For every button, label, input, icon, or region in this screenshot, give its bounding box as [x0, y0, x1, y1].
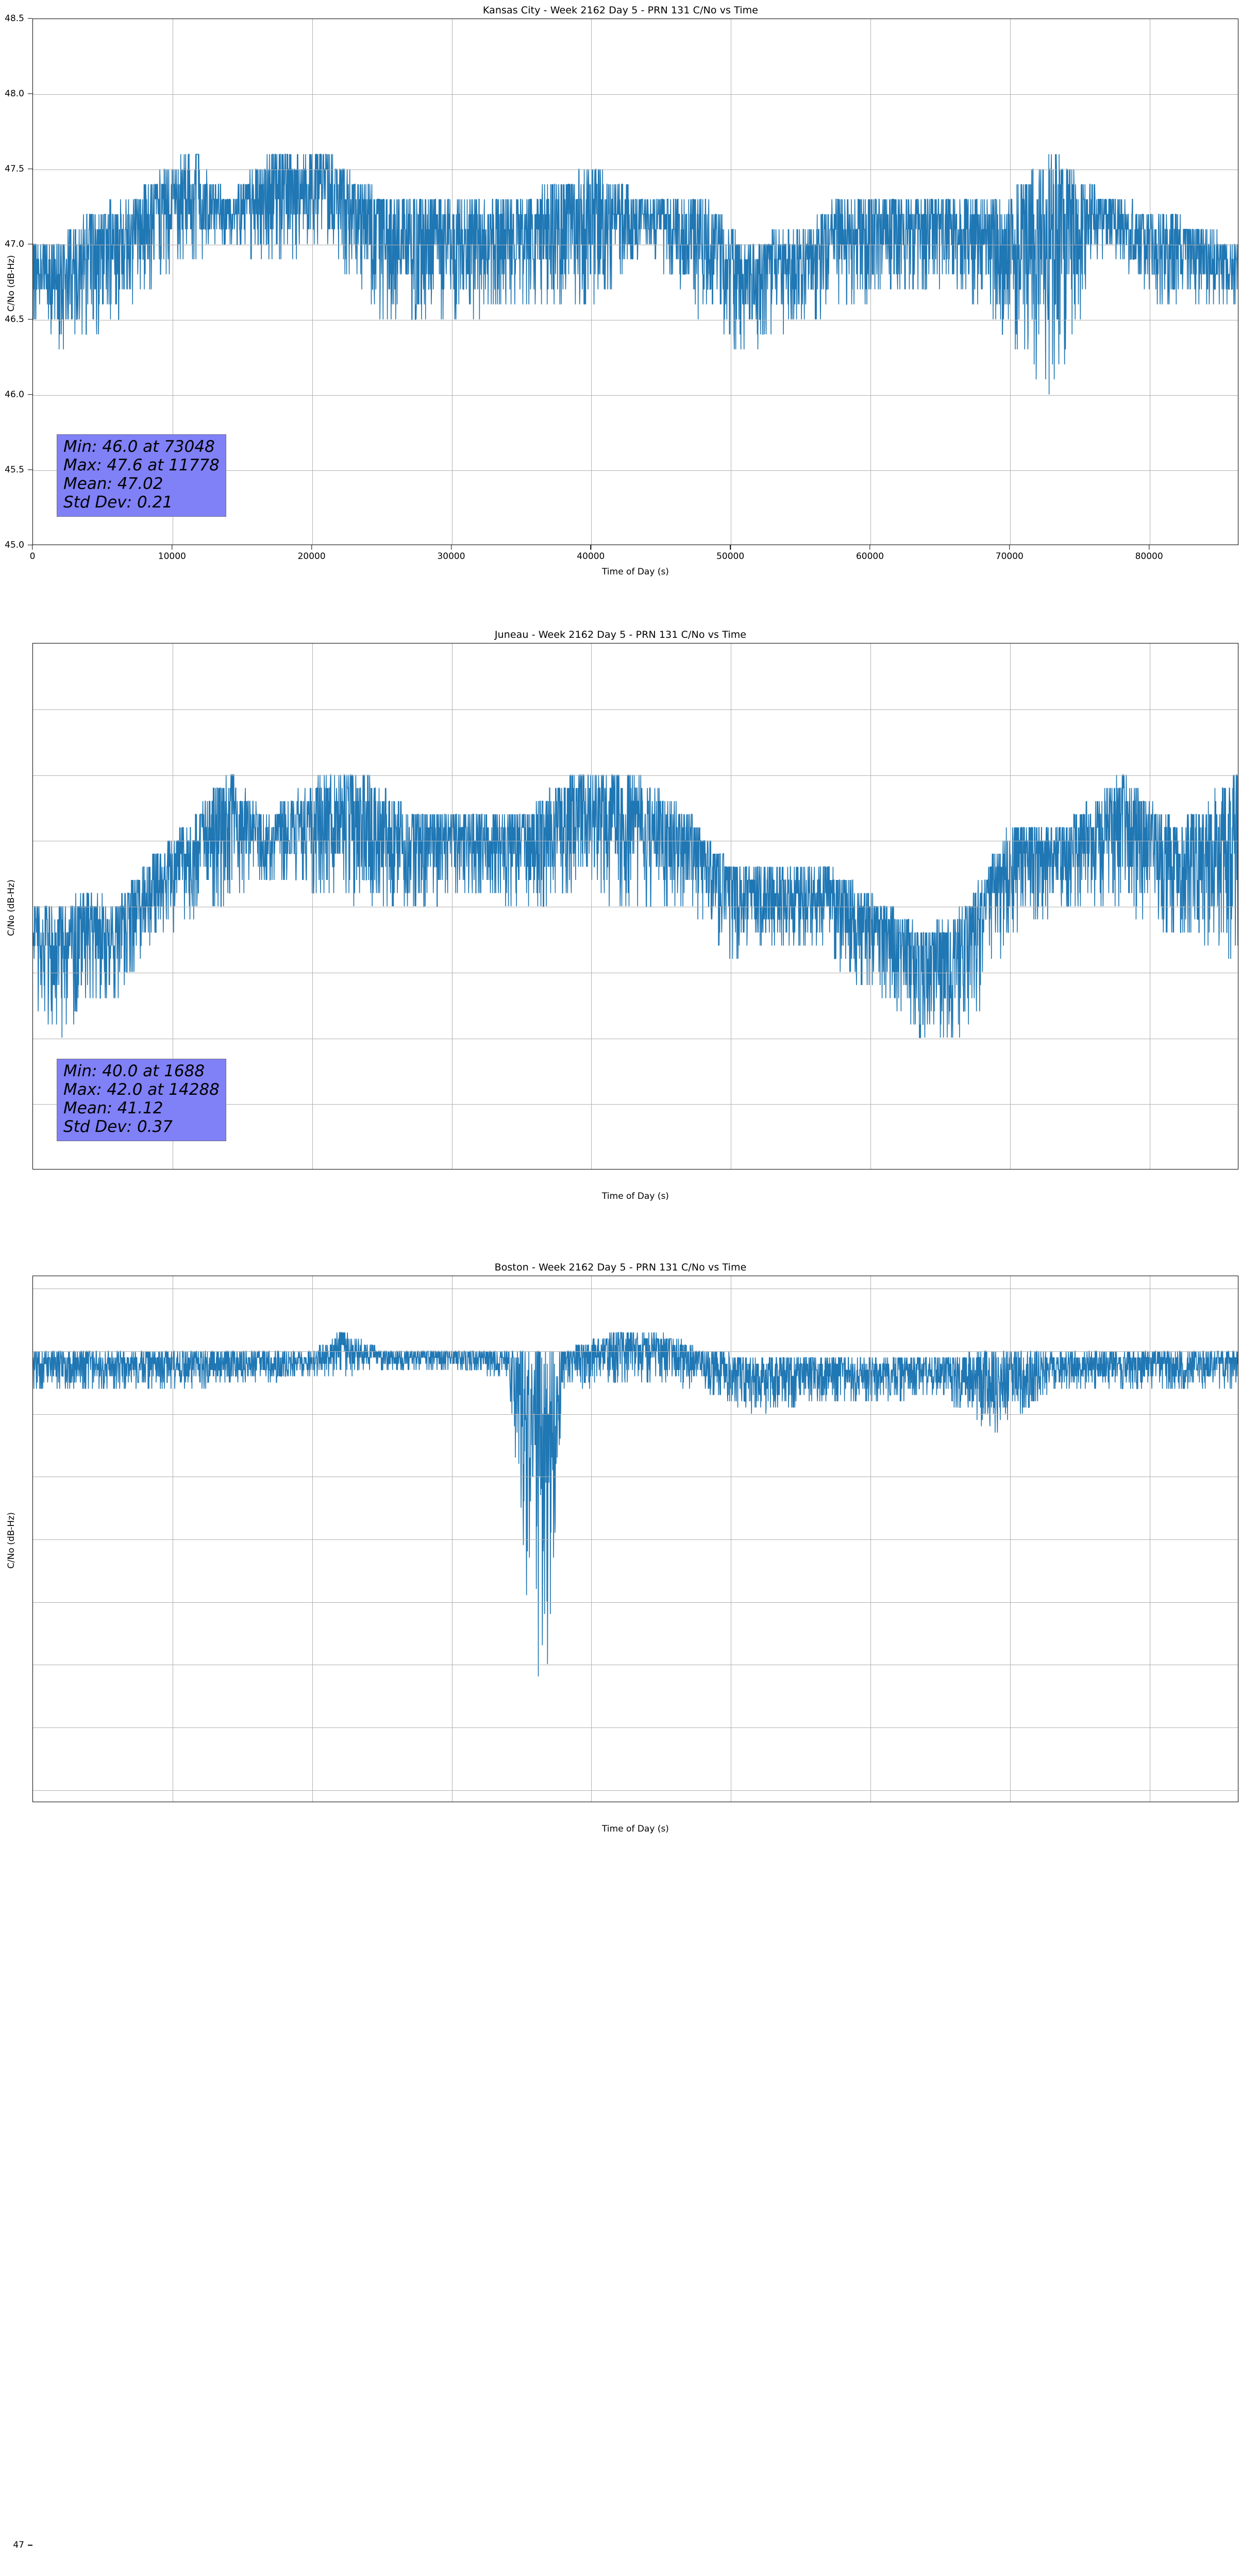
gridline-vertical [1010, 19, 1011, 545]
y-tick-mark [28, 394, 32, 395]
chart-title-boston: Boston - Week 2162 Day 5 - PRN 131 C/No … [494, 1262, 747, 1273]
x-tick-label: 50000 [716, 551, 745, 562]
stat-min: Min: 46.0 at 73048 [63, 437, 215, 456]
gridline-horizontal [33, 1602, 1238, 1603]
y-axis-label-boston: C/No (dB-Hz) [6, 1512, 16, 1569]
x-tick-mark [869, 545, 870, 550]
series-canvas-juneau [33, 643, 1238, 1169]
x-tick-label: 20000 [297, 551, 326, 562]
gridline-vertical [591, 643, 592, 1169]
gridline-horizontal [33, 470, 1238, 471]
y-tick-label: 47 [13, 2540, 24, 2551]
gridline-horizontal [33, 1727, 1238, 1728]
stats-box-kansas-city: Min: 46.0 at 73048 Max: 47.6 at 11778 Me… [57, 434, 226, 517]
y-axis-label-kansas-city: C/No (dB-Hz) [6, 255, 16, 312]
x-tick-mark [311, 545, 312, 550]
stat-std: Std Dev: 0.21 [63, 493, 173, 512]
y-axis-label-juneau: C/No (dB-Hz) [6, 879, 16, 936]
x-tick-label: 10000 [158, 551, 186, 562]
gridline-vertical [591, 19, 592, 545]
y-tick-mark [28, 93, 32, 94]
stats-box-juneau: Min: 40.0 at 1688 Max: 42.0 at 14288 Mea… [57, 1059, 226, 1141]
gridline-horizontal [33, 94, 1238, 95]
gridline-vertical [1010, 1276, 1011, 1802]
gridline-vertical [312, 643, 313, 1169]
stat-mean: Mean: 41.12 [63, 1098, 163, 1117]
stat-max: Max: 47.6 at 11778 [63, 455, 220, 474]
gridline-horizontal [33, 395, 1238, 396]
x-tick-label: 0 [29, 551, 36, 562]
y-tick-label: 46.5 [5, 314, 24, 325]
gridline-vertical [1010, 643, 1011, 1169]
chart-panel-juneau: Juneau - Week 2162 Day 5 - PRN 131 C/No … [0, 624, 1241, 1810]
plot-area-kansas-city [32, 19, 1238, 545]
gridline-horizontal [33, 1104, 1238, 1105]
plot-area-boston [32, 1276, 1238, 1802]
y-tick-label: 45.5 [5, 465, 24, 475]
gridline-vertical [312, 1276, 313, 1802]
gridline-vertical [591, 1276, 592, 1802]
y-tick-label: 47.0 [5, 239, 24, 249]
gridline-vertical [870, 19, 871, 545]
gridline-horizontal [33, 1351, 1238, 1352]
stat-min: Min: 40.0 at 1688 [63, 1062, 205, 1080]
cno-series-line [33, 775, 1238, 1038]
y-tick-label: 48.5 [5, 13, 24, 24]
plot-area-juneau [32, 643, 1238, 1170]
y-tick-mark [28, 469, 32, 470]
gridline-horizontal [33, 709, 1238, 710]
x-tick-label: 60000 [856, 551, 884, 562]
cno-series-line [33, 154, 1238, 394]
x-tick-label: 40000 [577, 551, 605, 562]
gridline-horizontal [33, 775, 1238, 776]
x-tick-label: 30000 [437, 551, 465, 562]
y-tick-mark [28, 2545, 32, 2546]
chart-panel-kansas-city: Kansas City - Week 2162 Day 5 - PRN 131 … [0, 0, 1241, 582]
y-tick-label: 47.5 [5, 164, 24, 174]
x-tick-mark [1009, 545, 1010, 550]
gridline-vertical [870, 643, 871, 1169]
x-axis-label-juneau: Time of Day (s) [602, 1191, 669, 1201]
gridline-horizontal [33, 1539, 1238, 1540]
y-tick-label: 48.0 [5, 89, 24, 99]
gridline-vertical [870, 1276, 871, 1802]
stat-max: Max: 42.0 at 14288 [63, 1080, 220, 1099]
chart-title-juneau: Juneau - Week 2162 Day 5 - PRN 131 C/No … [494, 629, 747, 640]
chart-panel-boston: Boston - Week 2162 Day 5 - PRN 131 C/No … [0, 1257, 1241, 2550]
stat-std: Std Dev: 0.37 [63, 1117, 173, 1136]
chart-title-kansas-city: Kansas City - Week 2162 Day 5 - PRN 131 … [482, 5, 759, 16]
y-tick-mark [28, 18, 32, 19]
gridline-horizontal [33, 1414, 1238, 1415]
x-tick-label: 80000 [1135, 551, 1163, 562]
x-axis-label-boston: Time of Day (s) [602, 1824, 669, 1834]
stat-mean: Mean: 47.02 [63, 474, 163, 493]
x-tick-label: 70000 [995, 551, 1024, 562]
gridline-horizontal [33, 1790, 1238, 1791]
y-tick-label: 46.0 [5, 389, 24, 400]
gridline-vertical [312, 19, 313, 545]
y-tick-label: 45.0 [5, 540, 24, 550]
series-canvas-boston [33, 1276, 1238, 1802]
series-canvas-kansas-city [33, 19, 1238, 545]
cno-series-line [33, 1332, 1238, 1676]
y-tick-mark [28, 168, 32, 170]
x-axis-label-kansas-city: Time of Day (s) [602, 567, 669, 577]
